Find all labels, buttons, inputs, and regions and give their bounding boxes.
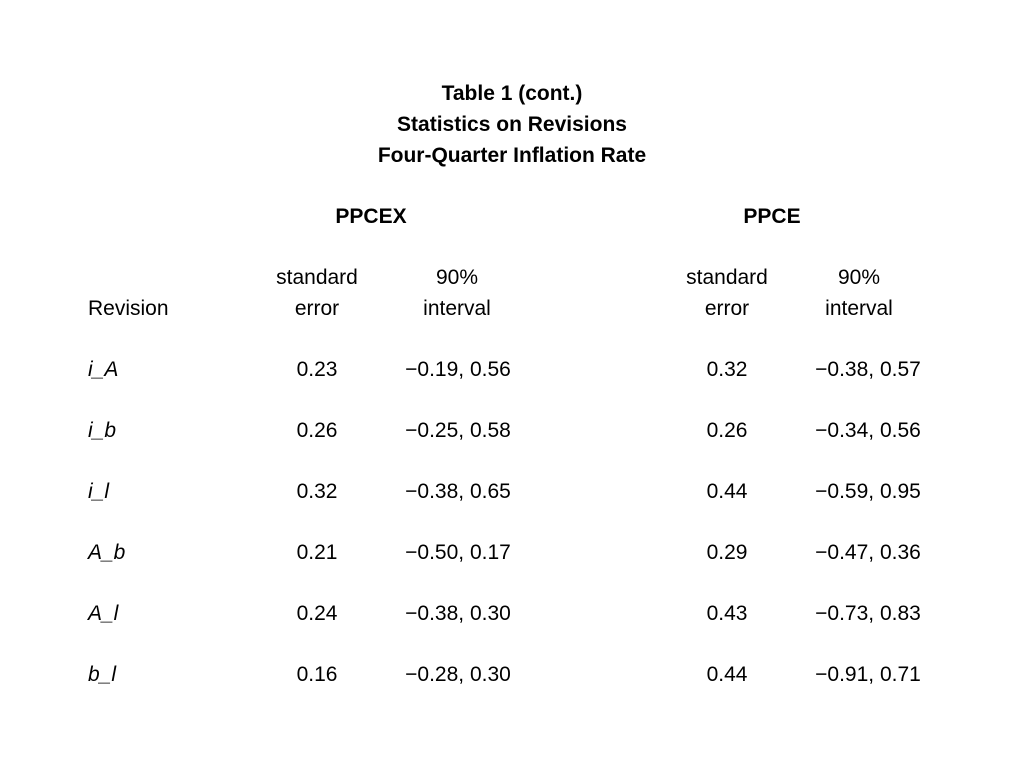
group-header-ppce: PPCE bbox=[743, 205, 801, 228]
ppcex-standard-error: 0.23 bbox=[296, 358, 338, 381]
ppcex-se-header-line1: standard bbox=[276, 266, 358, 289]
ppce-standard-error: 0.43 bbox=[706, 602, 748, 625]
row-label: A_l bbox=[88, 602, 119, 625]
ppce-interval: −0.38, 0.57 bbox=[815, 358, 921, 381]
ppcex-standard-error: 0.26 bbox=[296, 419, 338, 442]
ppcex-standard-error: 0.32 bbox=[296, 480, 338, 503]
ppcex-se-header-line2: error bbox=[294, 297, 340, 320]
ppcex-standard-error: 0.24 bbox=[296, 602, 338, 625]
table-subtitle: Statistics on Revisions bbox=[397, 113, 627, 136]
ppce-standard-error: 0.32 bbox=[706, 358, 748, 381]
revision-column-header: Revision bbox=[88, 297, 169, 320]
ppce-se-header-line1: standard bbox=[686, 266, 768, 289]
ppcex-interval: −0.19, 0.56 bbox=[405, 358, 511, 381]
ppce-standard-error: 0.26 bbox=[706, 419, 748, 442]
ppcex-interval: −0.50, 0.17 bbox=[405, 541, 511, 564]
ppce-standard-error: 0.29 bbox=[706, 541, 748, 564]
group-header-ppcex: PPCEX bbox=[335, 205, 407, 228]
row-label: i_A bbox=[88, 358, 119, 381]
ppcex-interval: −0.25, 0.58 bbox=[405, 419, 511, 442]
ppce-interval: −0.91, 0.71 bbox=[815, 663, 921, 686]
ppcex-standard-error: 0.16 bbox=[296, 663, 338, 686]
table-title: Table 1 (cont.) bbox=[441, 82, 583, 105]
ppce-interval-header-line1: 90% bbox=[837, 266, 881, 289]
ppcex-interval-header-line1: 90% bbox=[435, 266, 479, 289]
ppcex-interval: −0.38, 0.30 bbox=[405, 602, 511, 625]
ppcex-interval: −0.38, 0.65 bbox=[405, 480, 511, 503]
ppce-interval: −0.47, 0.36 bbox=[815, 541, 921, 564]
ppce-interval: −0.59, 0.95 bbox=[815, 480, 921, 503]
ppce-se-header-line2: error bbox=[704, 297, 750, 320]
ppce-interval-header-line2: interval bbox=[825, 297, 893, 320]
row-label: A_b bbox=[88, 541, 126, 564]
ppcex-standard-error: 0.21 bbox=[296, 541, 338, 564]
row-label: i_b bbox=[88, 419, 117, 442]
ppcex-interval: −0.28, 0.30 bbox=[405, 663, 511, 686]
ppcex-interval-header-line2: interval bbox=[423, 297, 491, 320]
row-label: i_l bbox=[88, 480, 110, 503]
ppce-standard-error: 0.44 bbox=[706, 480, 748, 503]
table-subtitle-2: Four-Quarter Inflation Rate bbox=[377, 144, 647, 167]
ppce-interval: −0.73, 0.83 bbox=[815, 602, 921, 625]
ppce-standard-error: 0.44 bbox=[706, 663, 748, 686]
ppce-interval: −0.34, 0.56 bbox=[815, 419, 921, 442]
row-label: b_l bbox=[88, 663, 117, 686]
